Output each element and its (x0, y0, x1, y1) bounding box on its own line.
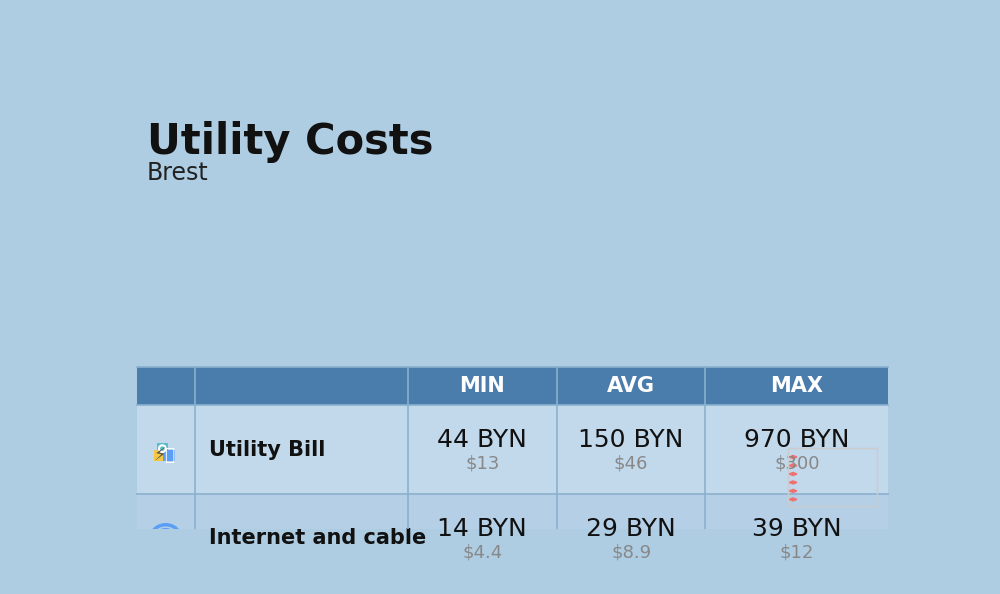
Polygon shape (789, 489, 797, 492)
Text: MAX: MAX (770, 376, 823, 396)
Polygon shape (789, 456, 797, 459)
Text: $8.9: $8.9 (611, 543, 651, 561)
Bar (788, 448, 798, 505)
Bar (788, 486, 877, 505)
Text: Brest: Brest (147, 160, 208, 185)
Text: $12: $12 (780, 543, 814, 561)
Text: MIN: MIN (459, 376, 505, 396)
Text: Internet and cable: Internet and cable (209, 528, 426, 548)
Text: 44 BYN: 44 BYN (437, 428, 527, 453)
Bar (137, 406, 888, 494)
Bar (163, 450, 175, 461)
Text: 970 BYN: 970 BYN (744, 428, 850, 453)
Polygon shape (789, 498, 797, 501)
Bar (157, 443, 168, 454)
Bar (137, 367, 888, 406)
Text: ⚡: ⚡ (153, 446, 166, 465)
Text: $46: $46 (614, 454, 648, 473)
Text: 29 BYN: 29 BYN (586, 517, 676, 541)
Polygon shape (789, 464, 797, 467)
Text: $4.4: $4.4 (462, 543, 502, 561)
Bar (137, 583, 888, 594)
Bar (788, 448, 877, 486)
Text: Utility Costs: Utility Costs (147, 121, 433, 163)
Text: 150 BYN: 150 BYN (578, 428, 684, 453)
Circle shape (159, 446, 166, 452)
Text: Utility Bill: Utility Bill (209, 440, 325, 460)
Polygon shape (789, 472, 797, 476)
Circle shape (164, 539, 167, 542)
Text: $13: $13 (465, 454, 499, 473)
Text: $300: $300 (774, 454, 820, 473)
Text: 💧: 💧 (164, 446, 174, 465)
Text: 39 BYN: 39 BYN (752, 517, 842, 541)
Bar (137, 494, 888, 583)
Text: AVG: AVG (607, 376, 655, 396)
Bar (788, 448, 877, 505)
Text: 14 BYN: 14 BYN (437, 517, 527, 541)
Polygon shape (789, 481, 797, 484)
FancyBboxPatch shape (148, 543, 183, 554)
Bar (154, 450, 165, 461)
Bar (137, 367, 888, 594)
